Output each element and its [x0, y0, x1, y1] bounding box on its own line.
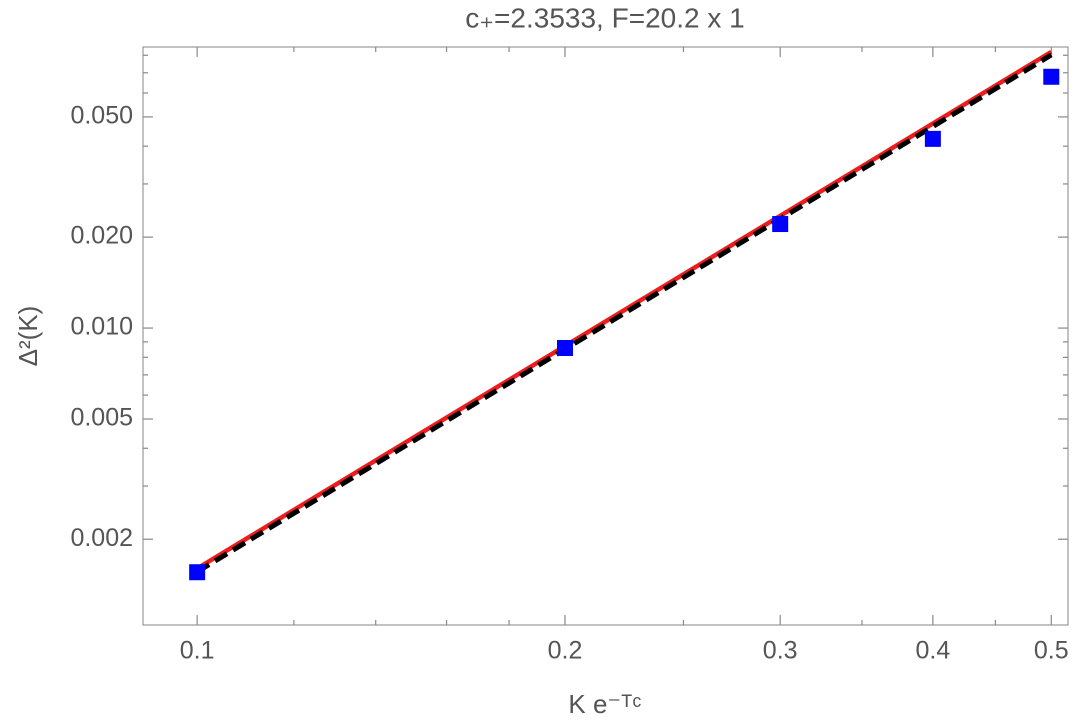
data-point: [772, 216, 789, 233]
y-axis-label: Δ²(K): [13, 306, 43, 367]
y-tick-label: 0.002: [70, 524, 133, 552]
data-point: [1043, 68, 1060, 85]
y-tick-label: 0.020: [70, 222, 133, 250]
x-tick-label: 0.2: [548, 637, 583, 665]
x-tick-label: 0.3: [763, 637, 798, 665]
data-point: [557, 340, 574, 357]
x-tick-label: 0.5: [1034, 637, 1069, 665]
x-tick-label: 0.1: [180, 637, 215, 665]
fit-line: [195, 52, 1053, 574]
data-point: [189, 564, 206, 581]
chart-title: c₊=2.3533, F=20.2 x 1: [465, 2, 744, 33]
plot-frame: [142, 46, 1069, 626]
y-tick-label: 0.005: [70, 404, 133, 432]
y-tick-label: 0.010: [70, 313, 133, 341]
data-point: [924, 130, 941, 147]
fit-line: [195, 49, 1053, 571]
x-axis-label: K e⁻ᵀᶜ: [568, 689, 641, 719]
x-tick-label: 0.4: [915, 637, 950, 665]
y-tick-label: 0.050: [70, 102, 133, 130]
